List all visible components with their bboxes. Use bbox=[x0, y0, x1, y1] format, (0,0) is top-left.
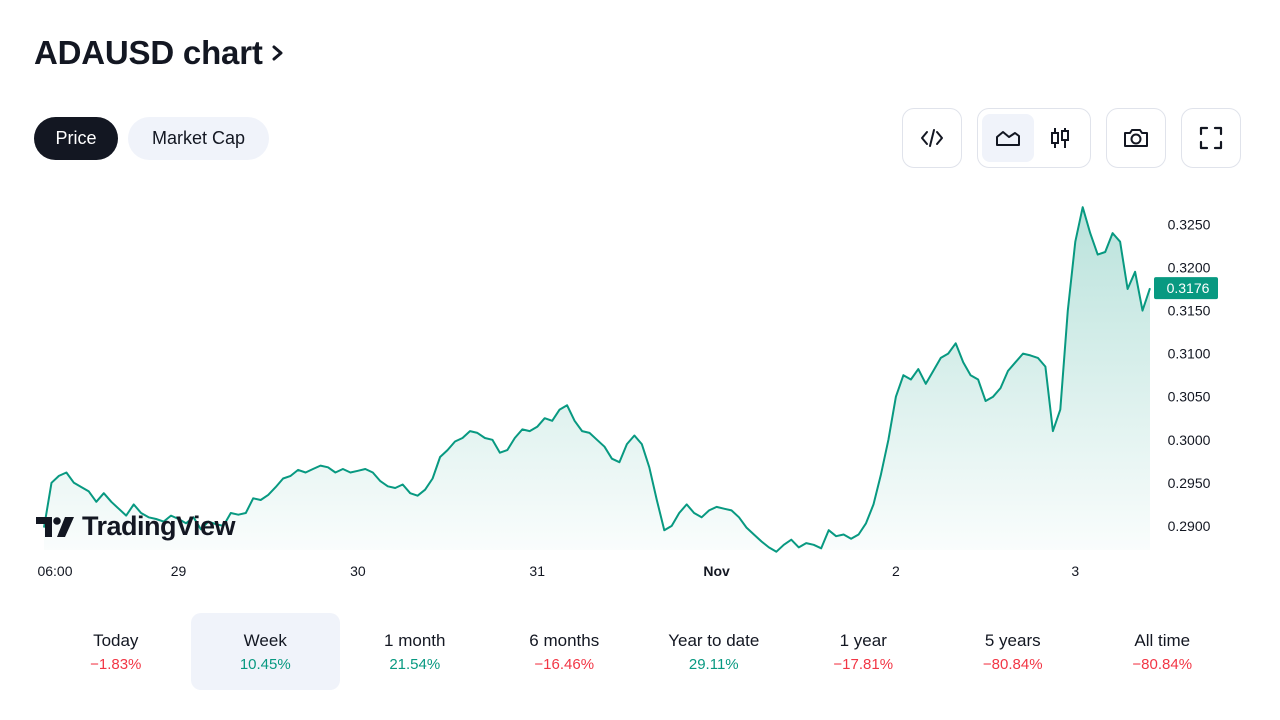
embed-code-icon bbox=[921, 129, 943, 147]
chart-style-switcher bbox=[977, 108, 1091, 168]
period-change: −16.46% bbox=[534, 655, 595, 673]
price-area-fill bbox=[44, 207, 1150, 552]
snapshot-button[interactable] bbox=[1106, 108, 1166, 168]
y-tick-label: 0.3100 bbox=[1168, 346, 1211, 362]
period-all-time[interactable]: All time −80.84% bbox=[1088, 613, 1238, 690]
fullscreen-icon bbox=[1199, 126, 1223, 150]
last-price-label: 0.3176 bbox=[1167, 280, 1210, 296]
period-label: 1 year bbox=[839, 630, 887, 650]
x-tick-label: 2 bbox=[892, 563, 900, 579]
y-tick-label: 0.3250 bbox=[1168, 216, 1211, 232]
x-tick-label: 29 bbox=[171, 563, 187, 579]
chevron-right-icon bbox=[272, 45, 283, 61]
period-year-to-date[interactable]: Year to date 29.11% bbox=[639, 613, 789, 690]
period-label: Year to date bbox=[668, 630, 760, 650]
period-label: 5 years bbox=[984, 630, 1041, 650]
camera-icon bbox=[1124, 129, 1148, 147]
period-5-years[interactable]: 5 years −80.84% bbox=[938, 613, 1088, 690]
tradingview-logo-text: TradingView bbox=[82, 511, 236, 541]
last-price-badge bbox=[1154, 277, 1218, 300]
area-chart-button[interactable] bbox=[982, 114, 1034, 162]
y-tick-label: 0.3050 bbox=[1168, 389, 1211, 405]
performance-periods: Today −1.83% Week 10.45% 1 month 21.54% 6 mont… bbox=[41, 613, 1237, 690]
price-series-line bbox=[43, 206, 1151, 553]
y-tick-label: 0.2950 bbox=[1168, 475, 1211, 491]
period-change: −1.83% bbox=[90, 655, 142, 673]
period-change: 21.54% bbox=[389, 655, 441, 673]
x-tick-label: 30 bbox=[350, 563, 366, 579]
period-label: 1 month bbox=[384, 630, 446, 650]
period-change: −17.81% bbox=[833, 655, 894, 673]
price-chart[interactable]: 0.2900 0.2950 0.3000 0.3050 0.3100 0.3150 0.32… bbox=[0, 180, 1280, 600]
x-tick-label: 31 bbox=[529, 563, 545, 579]
y-tick-label: 0.3000 bbox=[1168, 432, 1211, 448]
tradingview-logo-icon bbox=[36, 516, 74, 537]
period-1-year[interactable]: 1 year −17.81% bbox=[789, 613, 939, 690]
period-6-months[interactable]: 6 months −16.46% bbox=[490, 613, 640, 690]
y-tick-label: 0.3200 bbox=[1168, 260, 1211, 276]
area-chart-icon bbox=[996, 131, 1020, 146]
y-tick-label: 0.2900 bbox=[1168, 518, 1211, 534]
period-change: −80.84% bbox=[982, 655, 1043, 673]
period-change: −80.84% bbox=[1132, 655, 1193, 673]
period-today[interactable]: Today −1.83% bbox=[41, 613, 191, 690]
tab-market-cap[interactable]: Market Cap bbox=[128, 117, 269, 160]
tradingview-logo[interactable]: TradingView bbox=[36, 511, 236, 542]
period-label: Week bbox=[243, 630, 287, 650]
fullscreen-button[interactable] bbox=[1181, 108, 1241, 168]
candlestick-chart-button[interactable] bbox=[1034, 114, 1086, 162]
period-label: All time bbox=[1134, 630, 1191, 650]
page-title: ADAUSD chart bbox=[34, 34, 263, 71]
y-tick-label: 0.3150 bbox=[1168, 303, 1211, 319]
candlestick-chart-icon bbox=[1051, 128, 1069, 148]
embed-code-button[interactable] bbox=[902, 108, 962, 168]
tab-price[interactable]: Price bbox=[34, 117, 118, 160]
period-week[interactable]: Week 10.45% bbox=[190, 613, 340, 690]
period-change: 10.45% bbox=[239, 655, 291, 673]
period-label: 6 months bbox=[529, 630, 600, 650]
period-1-month[interactable]: 1 month 21.54% bbox=[340, 613, 490, 690]
chart-title-link[interactable]: ADAUSD chart bbox=[34, 34, 285, 72]
period-label: Today bbox=[93, 630, 139, 650]
x-tick-label: Nov bbox=[703, 563, 730, 579]
period-change: 29.11% bbox=[688, 655, 739, 673]
x-tick-label: 06:00 bbox=[37, 563, 72, 579]
x-tick-label: 3 bbox=[1071, 563, 1079, 579]
